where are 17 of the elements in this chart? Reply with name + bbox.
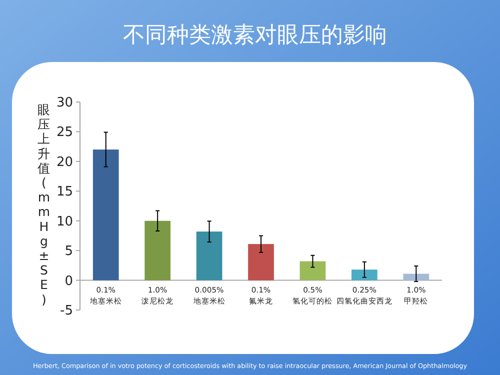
bar [92,150,119,280]
y-tick-label: -5 [60,304,73,318]
y-tick-label: 15 [56,184,73,200]
bar [196,232,222,280]
text: 眼压上升值(mmHg±SE) [38,102,50,307]
bar [352,270,378,280]
y-tick-label: 5 [64,244,73,260]
bar [144,220,170,280]
y-tick-label: 10 [56,214,73,230]
y-tick-label: 20 [56,154,73,170]
y-tick-label: 30 [56,96,73,110]
bar [403,274,430,280]
bar [248,244,274,280]
bar [300,261,326,280]
y-tick-label: 0 [64,274,73,289]
y-tick-label: 25 [56,125,73,140]
chart-title: 不同种类激素对眼压的影响 [123,23,387,48]
